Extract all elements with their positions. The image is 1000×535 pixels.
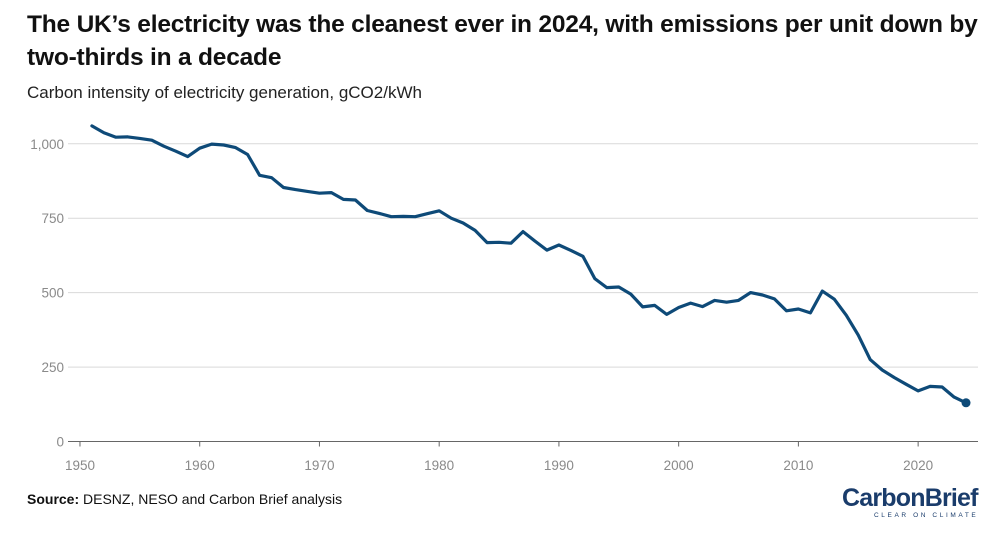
x-tick-label: 2000 — [664, 458, 694, 473]
y-tick-label: 750 — [41, 211, 64, 226]
chart-subtitle: Carbon intensity of electricity generati… — [27, 83, 422, 102]
line-chart: 0 250 500 750 1,000 1950 1960 1970 1980 1990 2000 2… — [30, 124, 978, 473]
x-tick-label: 1990 — [544, 458, 574, 473]
source-text: DESNZ, NESO and Carbon Brief analysis — [79, 491, 343, 507]
x-tick-label: 2010 — [783, 458, 813, 473]
y-tick-label: 0 — [56, 435, 64, 450]
source-note: Source: DESNZ, NESO and Carbon Brief ana… — [27, 491, 342, 507]
y-tick-label: 500 — [41, 286, 64, 301]
y-tick-label: 250 — [41, 360, 64, 375]
logo-tagline: CLEAR ON CLIMATE — [874, 512, 979, 519]
x-tick-label: 2020 — [903, 458, 933, 473]
carbon-brief-logo: CarbonBrief CLEAR ON CLIMATE — [842, 484, 982, 526]
x-tick-label: 1960 — [185, 458, 215, 473]
x-tick-label: 1970 — [304, 458, 334, 473]
endpoint-marker — [961, 398, 971, 408]
x-tick-label: 1950 — [65, 458, 95, 473]
source-label: Source: — [27, 491, 80, 507]
series-line — [90, 124, 968, 405]
logo-wordmark: CarbonBrief — [842, 484, 978, 512]
x-tick-label: 1980 — [424, 458, 454, 473]
y-tick-label: 1,000 — [30, 137, 64, 152]
chart-title: The UK’s electricity was the cleanest ev… — [27, 11, 978, 71]
